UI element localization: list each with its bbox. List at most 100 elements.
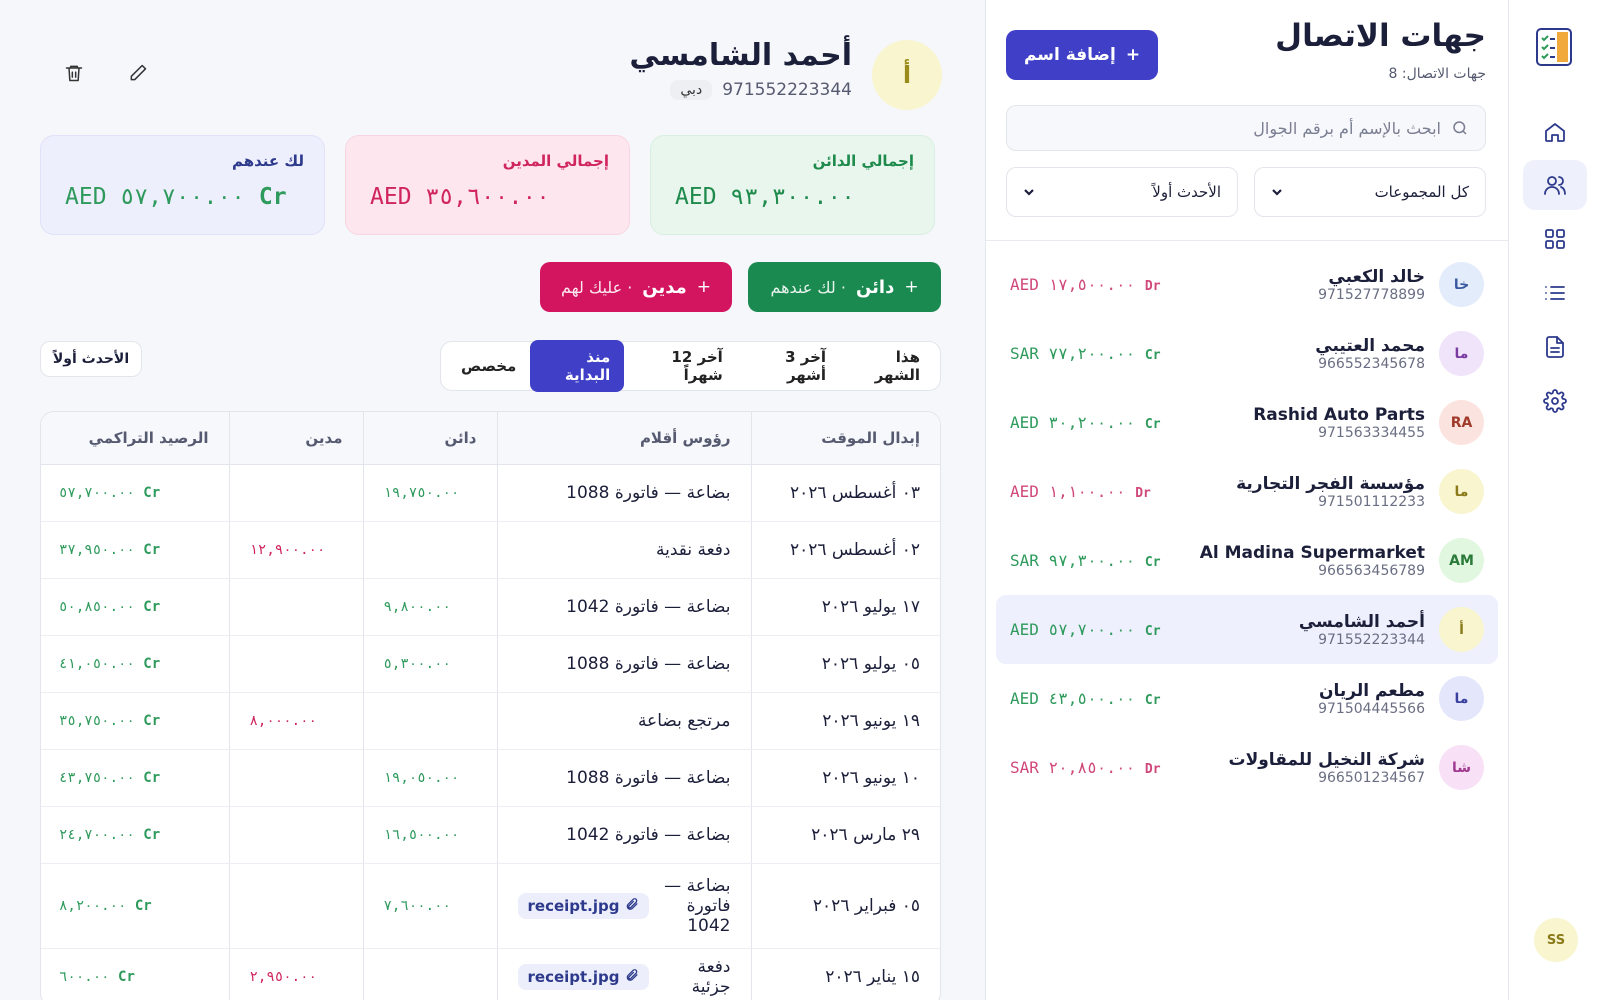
contact-info: خالد الكعبي 971527778899: [1175, 267, 1425, 303]
contact-item[interactable]: ما مطعم الريان 971504445566 AED ٤٣,٥٠٠.٠٠ C…: [996, 664, 1498, 733]
search-box[interactable]: ابحث بالإسم أم برقم الجوال: [1006, 105, 1486, 151]
ledger-row: ٠٣ أغسطس ٢٠٢٦ بضاعة — فاتورة 1088 ١٩,٧٥٠.٠…: [41, 464, 940, 522]
contact-phone: 971504445566: [1318, 700, 1425, 717]
contact-balance: SAR ٢٠,٨٥٠.٠٠ Dr: [1010, 758, 1161, 777]
filter-label: كل المجموعات: [1374, 183, 1469, 201]
table-body: ٠٣ أغسطس ٢٠٢٦ بضاعة — فاتورة 1088 ١٩,٧٥٠.٠…: [41, 464, 940, 1000]
contact-info: Al Madina Supermarket 966563456789: [1175, 543, 1425, 579]
contact-avatar: ما: [1439, 331, 1484, 376]
attachment-chip[interactable]: receipt.jpg: [517, 892, 649, 919]
contact-balance: AED ٤٣,٥٠٠.٠٠ Cr: [1010, 689, 1161, 708]
balance-cell: ٨,٢٠٠.٠٠ Cr: [41, 863, 229, 949]
balance-cell: ٥٧,٧٠٠.٠٠ Cr: [41, 464, 229, 522]
balance-cell: ٤٣,٧٥٠.٠٠ Cr: [41, 749, 229, 807]
contact-phone: 971527778899: [1318, 286, 1425, 303]
contact-balance: SAR ٧٧,٢٠٠.٠٠ Cr: [1010, 344, 1161, 363]
balance-amount: ٤١,٠٥٠.٠٠: [59, 655, 135, 672]
balance-type: Cr: [143, 484, 161, 501]
date-cell: ٢٩ مارس ٢٠٢٦: [750, 806, 940, 864]
contact-item[interactable]: AM Al Madina Supermarket 966563456789 SAR ٩…: [996, 526, 1498, 595]
user-avatar[interactable]: SS: [1534, 918, 1578, 962]
ledger-row: ٠٥ يوليو ٢٠٢٦ بضاعة — فاتورة 1088 ٥,٣٠٠.٠٠…: [41, 635, 940, 693]
contact-info: شركة النخيل للمقاولات 966501234567: [1175, 749, 1426, 786]
balance-type: Dr: [1135, 486, 1151, 501]
balance-amount: ٣٥,٧٥٠.٠٠: [59, 712, 135, 729]
date-cell: ٠٢ أغسطس ٢٠٢٦: [750, 521, 940, 579]
delete-button[interactable]: [60, 63, 84, 87]
nav-list[interactable]: [1523, 268, 1587, 318]
period-tab[interactable]: هذا الشهر: [874, 348, 920, 384]
nav-settings[interactable]: [1523, 376, 1587, 426]
card-amount: AED ٥٧,٧٠٠.٠٠ Cr: [61, 184, 304, 210]
contact-name: محمد العتيبي: [1315, 335, 1425, 356]
date-cell: ٠٥ يوليو ٢٠٢٦: [750, 635, 940, 693]
contact-item[interactable]: ما محمد العتيبي 966552345678 SAR ٧٧,٢٠٠.٠٠ …: [996, 319, 1498, 388]
detail-phone: 971552223344: [722, 80, 852, 100]
attachment-name: receipt.jpg: [527, 896, 620, 915]
contact-item[interactable]: شا شركة النخيل للمقاولات 966501234567 SAR ٢…: [996, 733, 1498, 802]
summary-card: لك عندهم AED ٥٧,٧٠٠.٠٠ Cr: [40, 135, 325, 235]
entry-button[interactable]: + مدين · عليك لهم: [540, 262, 732, 312]
balance-amount: ٣٧,٩٥٠.٠٠: [59, 541, 135, 558]
period-tab[interactable]: منذ البداية: [530, 340, 625, 392]
button-label: مدين: [642, 276, 687, 298]
nav-home[interactable]: [1523, 107, 1587, 157]
contact-item[interactable]: أ أحمد الشامسي 971552223344 AED ٥٧,٧٠٠.٠٠ C…: [996, 595, 1498, 664]
entry-button[interactable]: + دائن · لك عندهم: [748, 262, 941, 312]
contact-item[interactable]: خا خالد الكعبي 971527778899 AED ١٧,٥٠٠.٠٠ D…: [996, 250, 1498, 319]
chevron: [1024, 189, 1034, 196]
nav-apps[interactable]: [1523, 214, 1587, 264]
detail-city: دبي: [670, 80, 713, 100]
description: دفعة نقدية: [518, 540, 731, 560]
sort-button[interactable]: الأحدث أولاً: [40, 341, 142, 377]
balance-cell: ٥٠,٨٥٠.٠٠ Cr: [41, 578, 229, 636]
balance-amount: SAR ٧٧,٢٠٠.٠٠: [1010, 344, 1136, 363]
period-tab[interactable]: آخر 3 أشهر: [785, 348, 827, 384]
attachment-chip[interactable]: receipt.jpg: [517, 963, 649, 990]
contact-info: مؤسسة الفجر التجارية 971501112233: [1165, 474, 1425, 510]
description: دفعة جزئية receipt.jpg: [517, 956, 731, 997]
sort-filter[interactable]: الأحدث أولاً: [1006, 167, 1238, 217]
card-label: لك عندهم: [231, 152, 304, 170]
contact-name: مطعم الريان: [1319, 680, 1425, 701]
summary-card: إجمالي الدائن AED ٩٣,٣٠٠.٠٠: [650, 135, 935, 235]
description-cell: بضاعة — فاتورة 1088: [496, 464, 751, 522]
contact-list: خا خالد الكعبي 971527778899 AED ١٧,٥٠٠.٠٠ D…: [996, 250, 1498, 802]
contact-balance: AED ١,١٠٠.٠٠ Dr: [1010, 482, 1151, 501]
ledger-row: ١٠ يونيو ٢٠٢٦ بضاعة — فاتورة 1088 ١٩,٠٥٠.٠…: [41, 749, 940, 807]
contact-detail: أ أحمد الشامسي 971552223344 دبي إجمالي ا…: [40, 38, 942, 1000]
period-tab[interactable]: آخر 12 شهراً: [671, 348, 723, 384]
nav-reports[interactable]: [1523, 322, 1587, 372]
description-text: بضاعة — فاتورة 1042: [566, 824, 731, 845]
description-cell: بضاعة — فاتورة 1042: [496, 578, 751, 636]
credit-cell: ١٦,٥٠٠.٠٠: [362, 806, 497, 864]
detail-avatar: أ: [872, 40, 942, 110]
period-tab[interactable]: مخصص: [461, 357, 517, 375]
contact-name: شركة النخيل للمقاولات: [1228, 749, 1426, 770]
ledger-row: ١٥ يناير ٢٠٢٦ دفعة جزئية receipt.jpg ٢,٩٥٠…: [41, 948, 940, 1000]
add-contact-button[interactable]: + إضافة اسم: [1006, 30, 1158, 80]
contact-name: Al Madina Supermarket: [1199, 542, 1425, 563]
divider: [986, 240, 1508, 241]
group-filter[interactable]: كل المجموعات: [1254, 167, 1486, 217]
contact-item[interactable]: ما مؤسسة الفجر التجارية 971501112233 AED ١,…: [996, 457, 1498, 526]
balance-type: Cr: [1144, 624, 1161, 639]
plus-icon: +: [1125, 45, 1141, 65]
description: مرتجع بضاعة: [518, 711, 731, 731]
nav-contacts[interactable]: [1523, 160, 1587, 210]
contact-item[interactable]: RA Rashid Auto Parts 971563334455 AED ٣٠,٢٠…: [996, 388, 1498, 457]
date-cell: ١٠ يونيو ٢٠٢٦: [750, 749, 940, 807]
detail-name: أحمد الشامسي: [629, 38, 852, 73]
balance-amount: ٤٣,٧٥٠.٠٠: [59, 769, 135, 786]
date-cell: ١٥ يناير ٢٠٢٦: [750, 948, 940, 1000]
contacts-panel: جهات الاتصال جهات الاتصال: 8 + إضافة اسم …: [985, 0, 1508, 1000]
chevron: [1272, 189, 1282, 196]
edit-button[interactable]: [124, 63, 148, 87]
debit-cell: [228, 806, 363, 864]
description-text: دفعة جزئية: [691, 956, 731, 997]
ledger-row: ١٩ يونيو ٢٠٢٦ مرتجع بضاعة ٨,٠٠٠.٠٠ ٣٥,٧٥٠.٠…: [41, 692, 940, 750]
balance-amount: ٨,٢٠٠.٠٠: [59, 897, 127, 914]
date-cell: ١٩ يونيو ٢٠٢٦: [750, 692, 940, 750]
